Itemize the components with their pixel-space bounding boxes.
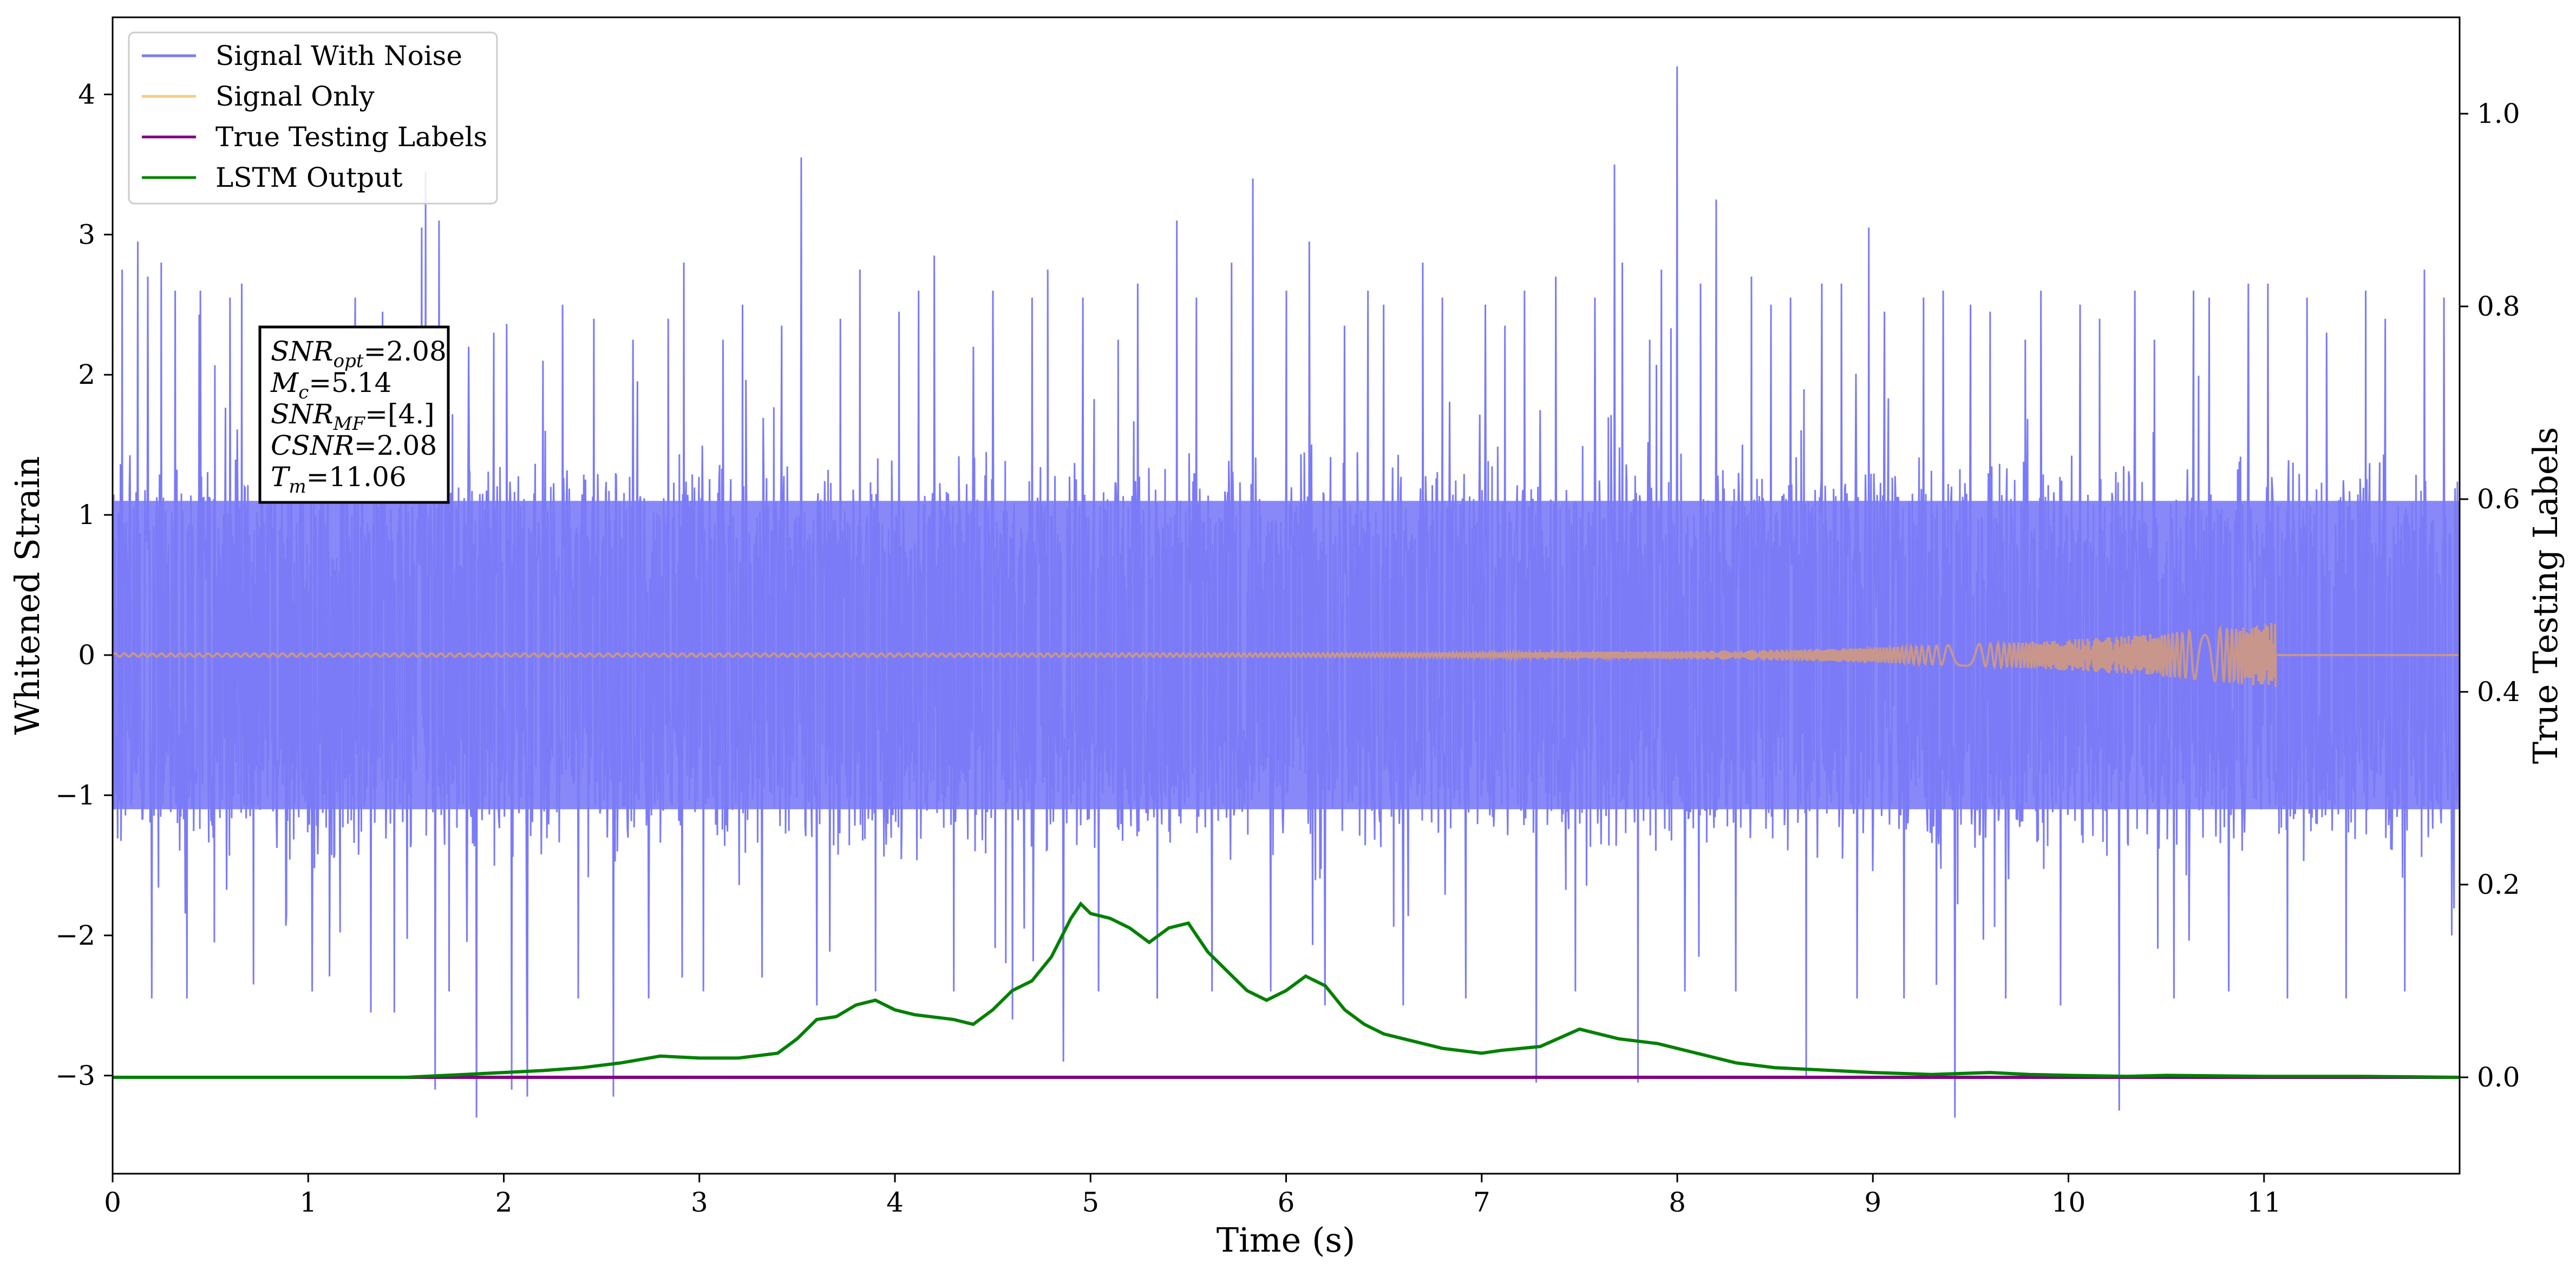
x-tick-label: 1 xyxy=(299,1187,317,1218)
annotation-line: SNRMF=[4.] xyxy=(271,398,435,435)
y-tick-label-right: 1.0 xyxy=(2477,98,2520,129)
x-tick-label: 2 xyxy=(495,1187,513,1218)
legend-frame xyxy=(128,31,498,205)
y-axis-title-right: True Testing Labels xyxy=(2526,427,2565,764)
x-tick-label: 7 xyxy=(1473,1187,1490,1218)
y-tick-label-right: 0.0 xyxy=(2477,1062,2520,1093)
y-tick-label: −2 xyxy=(55,920,95,951)
y-tick-label: −3 xyxy=(55,1060,95,1091)
legend-label-true-testing-labels: True Testing Labels xyxy=(215,121,487,153)
x-tick-label: 10 xyxy=(2051,1187,2086,1218)
legend-label-signal-only: Signal Only xyxy=(215,81,375,112)
x-tick-label: 0 xyxy=(104,1187,121,1218)
series-lstm-output xyxy=(113,901,2460,1079)
x-tick-label: 9 xyxy=(1864,1187,1881,1218)
x-tick-label: 11 xyxy=(2247,1187,2281,1218)
y-tick-label-right: 0.6 xyxy=(2477,483,2520,515)
y-tick-label: 4 xyxy=(78,78,95,110)
y-tick-label-right: 0.4 xyxy=(2477,676,2520,708)
plot-layer xyxy=(113,66,2460,1118)
y-axis-title: Whitened Strain xyxy=(8,456,47,735)
x-tick-label: 3 xyxy=(691,1187,708,1218)
x-tick-label: 5 xyxy=(1082,1187,1099,1218)
annotation-box: SNRopt=2.08Mc=5.14SNRMF=[4.]CSNR=2.08Tm=… xyxy=(258,325,450,504)
y-tick-label: 3 xyxy=(78,219,95,250)
axes-layer: 0 1 2 3 4 5 6 7 8 9 10 11 −3 −2 −1 0 1 2 3 4 0.0 0.2 0.4 0.6 0.8… xyxy=(55,78,2520,1218)
y-tick-label-right: 0.8 xyxy=(2477,291,2520,322)
y-tick-label: 0 xyxy=(78,639,95,671)
y-tick-label: 2 xyxy=(78,359,95,390)
y-tick-label-right: 0.2 xyxy=(2477,869,2520,900)
legend: Signal With Noise Signal Only True Testi… xyxy=(128,31,498,205)
y-tick-label: 1 xyxy=(78,499,95,531)
x-tick-label: 6 xyxy=(1278,1187,1295,1218)
legend-label-signal-with-noise: Signal With Noise xyxy=(215,40,462,71)
annotation-frame xyxy=(258,325,450,504)
x-tick-label: 4 xyxy=(886,1187,904,1218)
series-signal-with-noise xyxy=(113,66,2460,1118)
x-axis-title: Time (s) xyxy=(1217,1220,1356,1260)
annotation-lines: SNRopt=2.08Mc=5.14SNRMF=[4.]CSNR=2.08Tm=… xyxy=(270,336,447,498)
annotation-line: SNRopt=2.08 xyxy=(271,336,447,372)
series-signal-only xyxy=(113,623,2460,688)
annotation-line: Tm=11.06 xyxy=(271,461,407,498)
legend-label-lstm-output: LSTM Output xyxy=(215,162,402,193)
annotation-line: CSNR=2.08 xyxy=(271,430,437,461)
annotation-line: Mc=5.14 xyxy=(270,367,391,403)
y-tick-label: −1 xyxy=(55,780,95,811)
x-tick-label: 8 xyxy=(1669,1187,1686,1218)
